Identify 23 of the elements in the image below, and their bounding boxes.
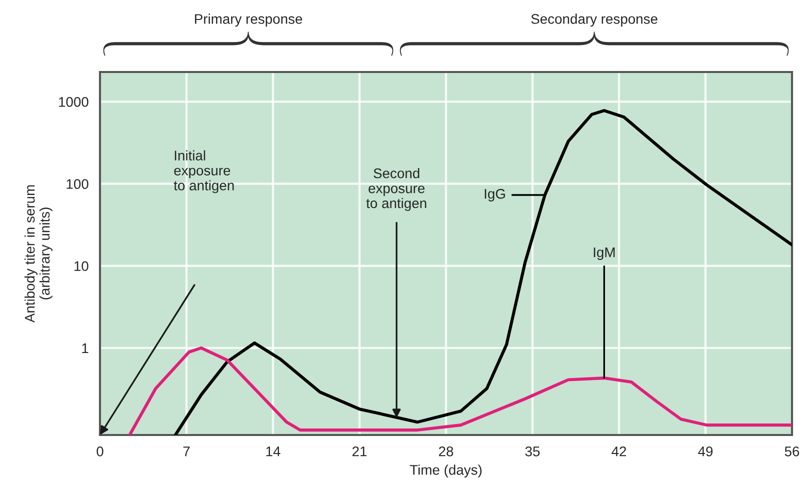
x-tick-label: 42 — [612, 446, 626, 456]
y-tick-label: 1 — [82, 343, 88, 353]
legend-label: IgG — [484, 188, 505, 202]
x-tick-label: 0 — [96, 446, 104, 456]
y-tick-label: 10 — [74, 261, 88, 272]
x-tick-label: 7 — [183, 446, 190, 456]
line-series — [174, 109, 792, 435]
x-tick-label: 35 — [525, 446, 540, 456]
y-axis-title: Antibody titer in serum (arbitrary units) — [24, 185, 52, 323]
x-tick-label: 49 — [698, 446, 713, 456]
annotation: Second exposure to antigen — [366, 168, 426, 211]
x-tick-label: 56 — [784, 446, 800, 456]
x-tick-label: 14 — [266, 446, 280, 456]
text: IgM — [594, 248, 615, 260]
annotation: Initial exposure to antigen — [174, 150, 234, 194]
x-tick-label: 21 — [352, 446, 367, 456]
y-tick-label: 100 — [66, 179, 88, 189]
text: Primary response — [195, 14, 302, 27]
x-axis-title: Time (days) — [410, 464, 482, 478]
text: Secondary response — [531, 14, 658, 27]
x-tick-label: 28 — [438, 446, 454, 456]
y-tick-label: 1000 — [59, 97, 88, 107]
line-series — [128, 346, 792, 435]
